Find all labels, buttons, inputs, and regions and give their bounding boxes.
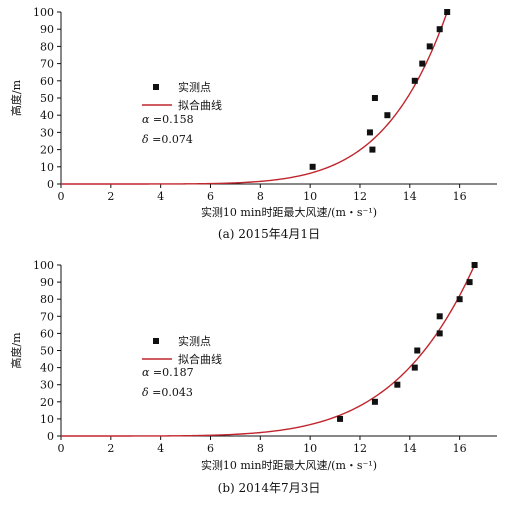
y-tick-label: 90 [40,23,54,36]
chart-panel-a: 0 2 4 6 8 10 12 14 16 0 10 20 30 40 50 60 70 80 90 100 实测10 … [9,6,497,241]
legend-label-measured: 实测点 [178,80,211,94]
x-tick-label: 2 [107,190,114,203]
data-point [436,313,443,320]
x-axis-title: 实测10 min时距最大风速/(m・s⁻¹) [201,205,377,219]
y-tick-label: 60 [40,75,54,88]
legend-label-fit: 拟合曲线 [178,98,222,112]
x-tick-label: 14 [403,190,417,203]
data-point [436,26,443,33]
x-tick-label: 0 [58,190,65,203]
data-point [384,112,391,119]
legend-marker-measured [153,338,159,344]
y-tick-label: 10 [40,161,54,174]
x-tick-label: 10 [303,190,317,203]
legend-marker-measured [153,84,159,90]
x-tick-label: 12 [353,190,367,203]
x-tick-label: 6 [207,190,214,203]
chart-panel-b: 0 2 4 6 8 10 12 14 16 0 10 20 30 40 50 60 70 80 90 100 实测10 … [9,259,497,495]
y-axis-title: 高度/m [9,79,23,116]
data-point [411,364,418,371]
x-tick-label: 16 [453,190,467,203]
x-tick-label: 12 [353,442,367,455]
y-tick-label: 30 [40,379,54,392]
x-axis-title: 实测10 min时距最大风速/(m・s⁻¹) [201,458,377,472]
fit-curve-line [61,11,448,185]
y-tick-label: 80 [40,293,54,306]
legend-label-measured: 实测点 [178,334,211,348]
y-axis-title: 高度/m [9,332,23,369]
x-tick-label: 8 [257,442,264,455]
panel-caption: (b) 2014年7月3日 [218,481,321,495]
data-point [436,330,443,337]
y-tick-label: 20 [40,144,54,157]
x-tick-label: 4 [157,190,164,203]
data-point [444,9,451,15]
data-point [371,398,378,405]
data-point [466,279,473,286]
delta-annotation: δ =0.074 [142,133,193,146]
data-point [411,77,418,84]
x-tick-label: 2 [107,442,114,455]
data-point [456,296,463,303]
data-point [369,146,376,153]
panel-caption: (a) 2015年4月1日 [218,227,320,241]
x-tick-label: 14 [403,442,417,455]
data-point [394,381,401,388]
y-tick-label: 100 [33,6,54,19]
x-tick-label: 10 [303,442,317,455]
y-tick-label: 40 [40,109,54,122]
x-tick-label: 6 [207,442,214,455]
delta-annotation: δ =0.043 [142,386,193,399]
y-tick-label: 0 [47,430,54,443]
data-point [366,129,373,136]
data-point [419,60,426,67]
x-tick-label: 0 [58,442,65,455]
data-point [471,262,478,268]
alpha-annotation: α =0.187 [142,366,194,379]
y-tick-label: 50 [40,92,54,105]
data-point [426,43,433,50]
x-tick-label: 8 [257,190,264,203]
y-tick-label: 90 [40,276,54,289]
y-tick-label: 0 [47,178,54,191]
y-tick-label: 10 [40,413,54,426]
x-tick-label: 16 [453,442,467,455]
y-tick-label: 60 [40,327,54,340]
y-tick-label: 100 [33,259,54,272]
y-tick-label: 20 [40,396,54,409]
alpha-annotation: α =0.158 [142,113,194,126]
data-point [414,347,421,354]
legend-label-fit: 拟合曲线 [178,352,222,366]
y-tick-label: 80 [40,40,54,53]
data-point [309,163,316,170]
y-tick-label: 50 [40,345,54,358]
data-point [371,95,378,101]
y-tick-label: 40 [40,362,54,375]
y-tick-label: 30 [40,126,54,139]
fit-curve-line [61,264,476,437]
data-point [337,415,344,422]
y-tick-label: 70 [40,310,54,323]
y-tick-label: 70 [40,58,54,71]
x-tick-label: 4 [157,442,164,455]
